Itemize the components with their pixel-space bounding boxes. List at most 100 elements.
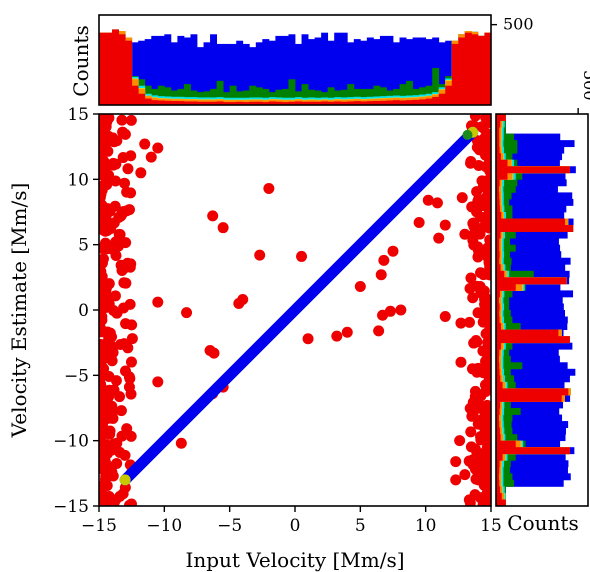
right-histogram-bar	[496, 310, 565, 317]
scatter-point-red	[431, 197, 443, 209]
scatter-point-red	[107, 157, 119, 169]
scatter-point-red	[121, 186, 133, 198]
scatter-point-red	[459, 469, 471, 481]
scatter-point-red	[109, 200, 121, 212]
top-histogram-bar	[275, 89, 283, 105]
right-histogram-bar	[496, 329, 559, 337]
right-histogram-xlabel: Counts	[507, 511, 578, 535]
right-histogram-bar	[496, 401, 564, 409]
x-tick-label: 5	[355, 516, 366, 536]
scatter-point-red	[439, 311, 451, 323]
scatter-point-red	[484, 419, 491, 431]
top-histogram-bar	[105, 32, 113, 105]
top-histogram-bar	[308, 39, 315, 105]
top-histogram-bar	[301, 101, 309, 105]
right-histogram-bar	[496, 192, 512, 200]
scatter-point-red	[373, 325, 385, 337]
scatter-point-red	[99, 266, 107, 278]
top-histogram-bar	[432, 96, 440, 105]
scatter-point-red	[125, 498, 137, 506]
right-histogram-bar	[496, 205, 567, 213]
top-histogram-bar	[151, 100, 159, 105]
top-histogram-bar	[334, 101, 342, 105]
top-histogram-bar	[249, 101, 257, 105]
scatter-point-yellow	[119, 474, 131, 486]
top-histogram-bar	[164, 87, 172, 105]
right-histogram-bar	[496, 434, 518, 442]
scatter-point-red	[208, 347, 220, 359]
top-histogram-bar	[262, 88, 270, 105]
top-histogram-bar	[203, 101, 211, 105]
scatter-point-red	[152, 296, 164, 308]
right-histogram-bar	[496, 414, 499, 422]
scatter-point-red	[152, 142, 164, 154]
right-histogram-bar	[496, 251, 500, 259]
scatter-point-red	[117, 488, 129, 500]
scatter-point-red	[378, 254, 390, 266]
top-histogram-bar	[255, 101, 263, 105]
right-histogram-bar	[496, 408, 560, 415]
top-histogram-bar	[268, 40, 276, 105]
top-histogram-bar	[373, 100, 381, 105]
scatter-point-red	[99, 133, 107, 145]
right-histogram-bar	[496, 231, 516, 239]
top-histogram-bar	[236, 101, 244, 105]
right-histogram-bar	[496, 447, 570, 455]
x-tick-label: −5	[217, 516, 242, 536]
right-histogram-bar	[496, 290, 500, 298]
right-histogram-bar	[496, 310, 500, 317]
right-histogram-bar	[496, 421, 500, 428]
right-histogram-bar	[496, 185, 516, 193]
top-histogram-bar	[170, 42, 178, 105]
top-histogram-bar	[399, 100, 407, 105]
scatter-point-red	[484, 438, 491, 450]
main-scatter-plot	[99, 114, 491, 506]
top-histogram-bar	[393, 100, 400, 105]
scatter-point-red	[476, 121, 488, 133]
right-histogram-bar	[496, 270, 534, 278]
scatter-point-red	[433, 232, 445, 244]
scatter-point-red	[101, 459, 113, 471]
top-histogram-bar	[249, 47, 257, 105]
right-histogram-bar	[496, 159, 508, 167]
scatter-point-red	[483, 370, 491, 382]
right-histogram-bar	[496, 492, 502, 500]
top-histogram-bar	[458, 37, 466, 105]
right-histogram-bar	[496, 251, 562, 259]
top-histogram-bar	[327, 87, 335, 105]
scatter-point-red	[395, 304, 407, 316]
right-histogram-bar	[496, 244, 516, 252]
scatter-point-red	[450, 456, 462, 468]
top-histogram-bar	[360, 40, 368, 105]
right-histogram-bar	[496, 414, 563, 422]
scatter-point-red	[384, 305, 396, 317]
top-histogram-bar	[262, 102, 270, 105]
top-histogram-bar	[236, 40, 244, 105]
right-histogram-bar	[496, 342, 501, 350]
scatter-point-red	[469, 114, 481, 122]
top-histogram-bar	[170, 100, 178, 105]
top-histogram-bar	[340, 32, 348, 105]
scatter-point-red	[468, 220, 480, 232]
right-histogram-bar	[496, 381, 503, 389]
scatter-point-red	[118, 277, 130, 289]
top-histogram-bar	[340, 101, 348, 105]
right-histogram-bar	[496, 408, 500, 415]
right-histogram-bar	[496, 355, 499, 363]
scatter-point-red	[479, 298, 491, 310]
top-histogram-bar	[366, 101, 374, 105]
scatter-point-red	[422, 194, 434, 206]
scatter-point-red	[465, 272, 477, 284]
scatter-point-red	[116, 114, 128, 126]
right-histogram-bar	[496, 342, 573, 350]
right-histogram-bar	[496, 140, 500, 148]
right-histogram-bar	[496, 212, 502, 219]
right-histogram-bar	[496, 120, 501, 128]
top-histogram-bar	[379, 35, 387, 105]
scatter-point-red	[254, 249, 266, 261]
identity-band	[119, 126, 479, 486]
scatter-point-red	[125, 258, 137, 270]
right-histogram-bar	[496, 231, 568, 239]
scatter-point-red	[99, 289, 111, 301]
scatter-point-red	[413, 216, 425, 228]
